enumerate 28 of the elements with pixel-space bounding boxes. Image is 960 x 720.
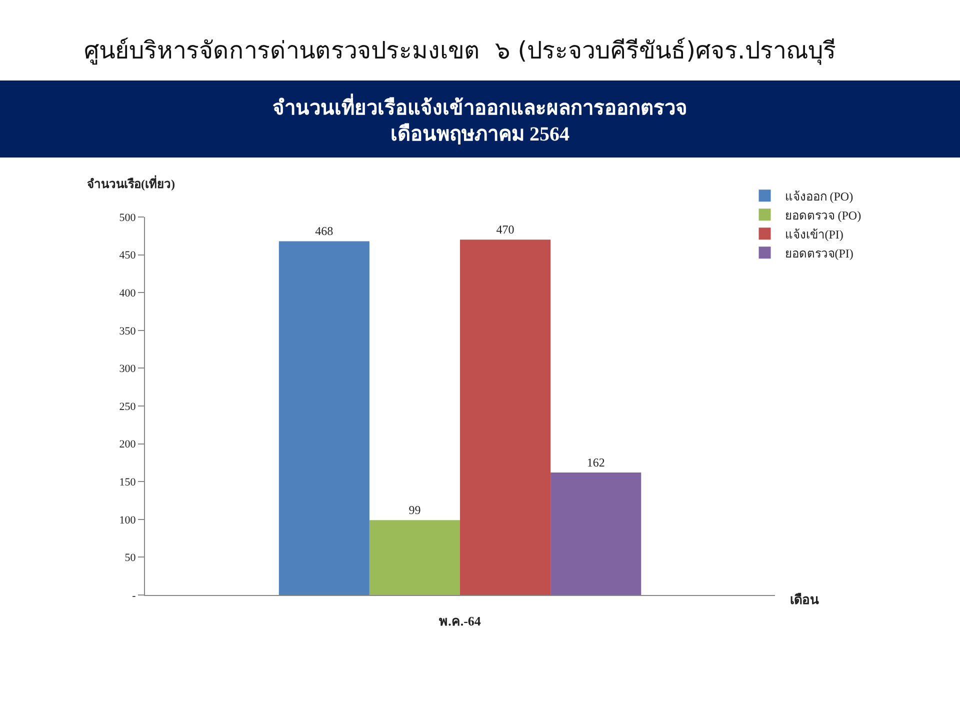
legend-label: ยอดตรวจ(PI) (784, 246, 854, 260)
y-tick-label: 450 (119, 250, 136, 262)
x-axis-title: เดือน (790, 592, 819, 607)
chart-title: ศูนย์บริหารจัดการด่านตรวจประมงเขต ๖ (ประจวบคีรีขันธ์)ศจร.ปราณบุรี (84, 36, 836, 66)
bar (278, 241, 370, 595)
legend-label: แจ้งออก (PO) (784, 189, 854, 204)
data-label: 468 (315, 224, 334, 238)
legend-label: ยอดตรวจ (PO) (784, 208, 862, 222)
chart-subtitle: จำนวนเที่ยวเรือแจ้งเข้าออกและผลการออกตรวจ เดือนพฤษภาคม 2564 (272, 92, 688, 146)
bar (460, 240, 551, 595)
data-label: 99 (408, 503, 421, 518)
y-axis-title: จำนวนเรือ(เที่ยว) (87, 175, 175, 191)
y-tick-label: 400 (119, 287, 136, 300)
y-tick-label: 150 (119, 476, 136, 488)
bar (550, 472, 642, 595)
bar (369, 520, 460, 595)
data-label: 162 (586, 456, 605, 470)
data-label: 470 (496, 222, 514, 237)
y-tick-label: 250 (119, 400, 136, 413)
y-tick-label: 500 (119, 212, 136, 224)
y-tick-label: 100 (119, 514, 136, 526)
y-tick-label: 350 (119, 325, 136, 338)
legend-label: แจ้งเข้า(PI) (784, 227, 844, 242)
y-tick-label: 50 (124, 552, 136, 564)
y-tick-label: 200 (119, 438, 136, 451)
y-tick-label: - (132, 590, 136, 602)
x-tick-label: พ.ค.-64 (439, 614, 482, 629)
y-tick-label: 300 (119, 363, 136, 376)
